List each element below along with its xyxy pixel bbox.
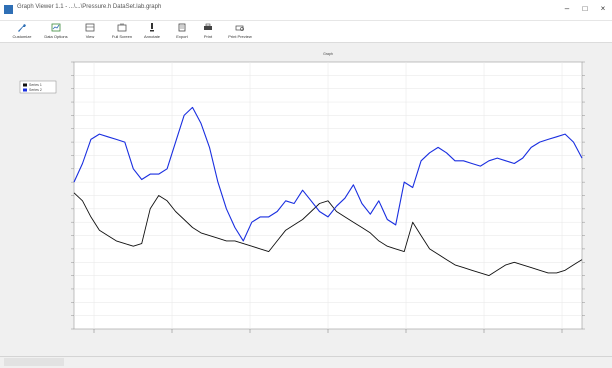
legend-swatch [23, 83, 27, 87]
status-bar [0, 356, 612, 368]
view-icon [85, 23, 95, 32]
data-options-icon [51, 23, 61, 32]
full-screen-button[interactable]: Full Screen [104, 22, 140, 41]
toolbar-label: Print Preview [228, 34, 252, 39]
data-options-button[interactable]: Data Options [38, 22, 74, 41]
print-preview-icon [235, 25, 244, 31]
print-icon [204, 23, 212, 30]
maximize-icon[interactable]: □ [582, 4, 588, 13]
chart-area: Graph Series 1 Series 2 [0, 43, 612, 356]
toolbar-label: Data Options [44, 34, 68, 39]
toolbar-label: Export [176, 34, 188, 39]
status-panel [4, 358, 64, 366]
series-line-1 [73, 192, 583, 277]
toolbar-label: Print [203, 34, 213, 39]
series-line-2 [73, 106, 583, 242]
customize-button[interactable]: Customize [4, 22, 40, 41]
app-logo-icon [4, 5, 13, 14]
toolbar-label: View [85, 34, 95, 39]
legend-box [19, 80, 57, 94]
view-button[interactable]: View [72, 22, 108, 41]
export-button[interactable]: Export [164, 22, 200, 41]
chart-title: Graph [323, 52, 333, 56]
toolbar-label: Full Screen [111, 34, 133, 39]
toolbar: Customize Data Options View Full Screen [0, 21, 612, 43]
minimize-icon[interactable]: – [564, 4, 570, 13]
legend-label: Series 2 [29, 88, 42, 92]
legend-swatch [23, 88, 27, 92]
annotate-button[interactable]: Annotate [134, 22, 170, 41]
toolbar-label: Annotate [143, 34, 160, 39]
close-icon[interactable]: × [600, 4, 606, 13]
print-button[interactable]: Print [190, 22, 226, 41]
export-icon [178, 23, 186, 32]
wrench-icon [18, 24, 26, 32]
toolbar-label: Customize [12, 34, 32, 39]
full-screen-icon [117, 23, 127, 32]
legend-label: Series 1 [29, 83, 42, 87]
window-title: Graph Viewer 1.1 - ...\...\Pressure.h Da… [17, 4, 162, 10]
annotate-icon [150, 23, 154, 32]
title-bar: Graph Viewer 1.1 - ...\...\Pressure.h Da… [0, 0, 612, 21]
print-preview-button[interactable]: Print Preview [222, 22, 258, 41]
